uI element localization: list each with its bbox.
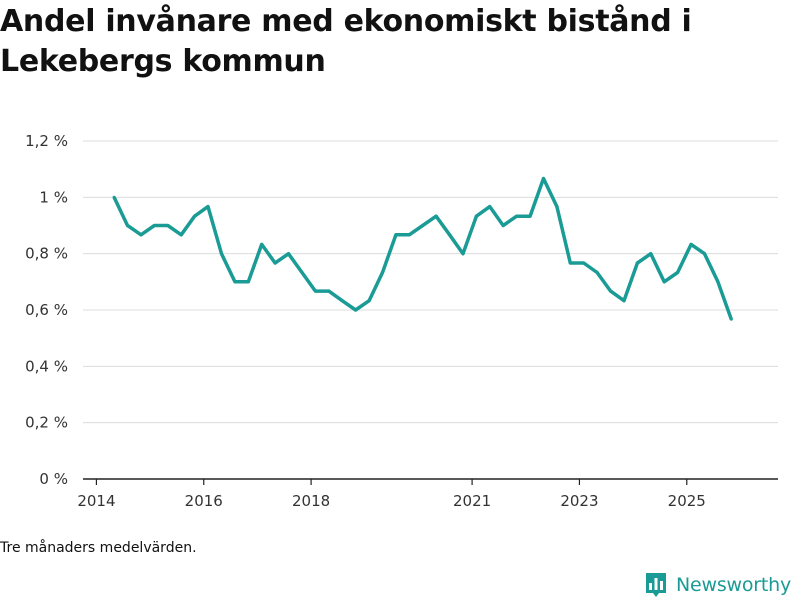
data-point xyxy=(112,195,116,199)
data-point xyxy=(193,214,197,218)
newsworthy-logo-icon xyxy=(646,573,666,597)
data-point xyxy=(622,299,626,303)
data-point xyxy=(287,252,290,256)
chart-title: Andel invånare med ekonomiskt bistånd i … xyxy=(0,4,692,79)
data-point xyxy=(300,271,304,274)
y-tick-label: 0,6 % xyxy=(25,301,68,319)
data-point xyxy=(555,205,559,209)
x-tick-label: 2023 xyxy=(560,492,598,510)
data-point xyxy=(501,224,505,227)
data-point xyxy=(340,299,344,303)
data-point xyxy=(354,308,358,312)
data-point xyxy=(729,317,733,321)
data-point xyxy=(313,289,317,293)
x-tick-label: 2025 xyxy=(668,492,706,510)
data-point xyxy=(152,224,156,227)
data-point xyxy=(434,214,438,218)
data-point xyxy=(689,242,693,246)
data-point xyxy=(206,205,210,209)
data-point xyxy=(662,280,666,284)
data-point xyxy=(246,280,250,284)
data-point xyxy=(367,299,371,303)
y-tick-label: 0,2 % xyxy=(25,414,68,432)
data-point xyxy=(474,214,478,218)
data-point xyxy=(515,214,519,218)
data-point xyxy=(676,271,680,274)
data-point xyxy=(448,233,452,237)
series-line xyxy=(112,176,733,320)
data-point xyxy=(381,271,384,274)
data-point xyxy=(260,242,264,246)
data-point xyxy=(327,289,331,293)
data-point xyxy=(394,233,398,237)
data-point xyxy=(542,177,545,180)
data-point xyxy=(139,233,143,237)
data-point xyxy=(609,289,613,293)
x-tick-label: 2018 xyxy=(292,492,330,510)
data-point xyxy=(179,233,183,237)
data-point xyxy=(635,261,639,265)
data-point xyxy=(568,261,572,265)
x-axis-ticks: 2014 2016 2018 2021 2023 2025 xyxy=(77,479,706,510)
grid-lines xyxy=(83,140,778,424)
data-point xyxy=(407,233,411,237)
data-point xyxy=(166,224,170,227)
y-tick-label: 1,2 % xyxy=(25,132,68,150)
data-point xyxy=(528,214,532,218)
data-point xyxy=(220,252,223,256)
y-tick-label: 0,4 % xyxy=(25,357,68,375)
data-point xyxy=(582,261,586,265)
data-point xyxy=(649,252,653,256)
data-point xyxy=(703,252,706,256)
y-tick-label: 0 % xyxy=(39,470,68,488)
x-tick-label: 2021 xyxy=(453,492,491,510)
y-tick-label: 1 % xyxy=(39,188,68,206)
x-tick-label: 2016 xyxy=(185,492,223,510)
footnote: Tre månaders medelvärden. xyxy=(0,540,197,556)
data-point xyxy=(716,280,720,284)
data-point xyxy=(595,271,599,274)
brand-name: Newsworthy xyxy=(676,574,792,596)
data-point xyxy=(273,261,277,265)
data-point xyxy=(421,224,425,227)
data-point xyxy=(488,205,492,209)
data-series xyxy=(112,176,733,321)
y-axis-tick-labels: 0 % 0,2 % 0,4 % 0,6 % 0,8 % 1 % 1,2 % xyxy=(25,132,68,488)
brand-logo[interactable]: Newsworthy xyxy=(644,570,791,600)
data-point xyxy=(233,280,237,284)
x-tick-label: 2014 xyxy=(77,492,115,510)
y-tick-label: 0,8 % xyxy=(25,245,68,263)
data-point xyxy=(461,252,465,256)
data-point xyxy=(126,224,129,227)
